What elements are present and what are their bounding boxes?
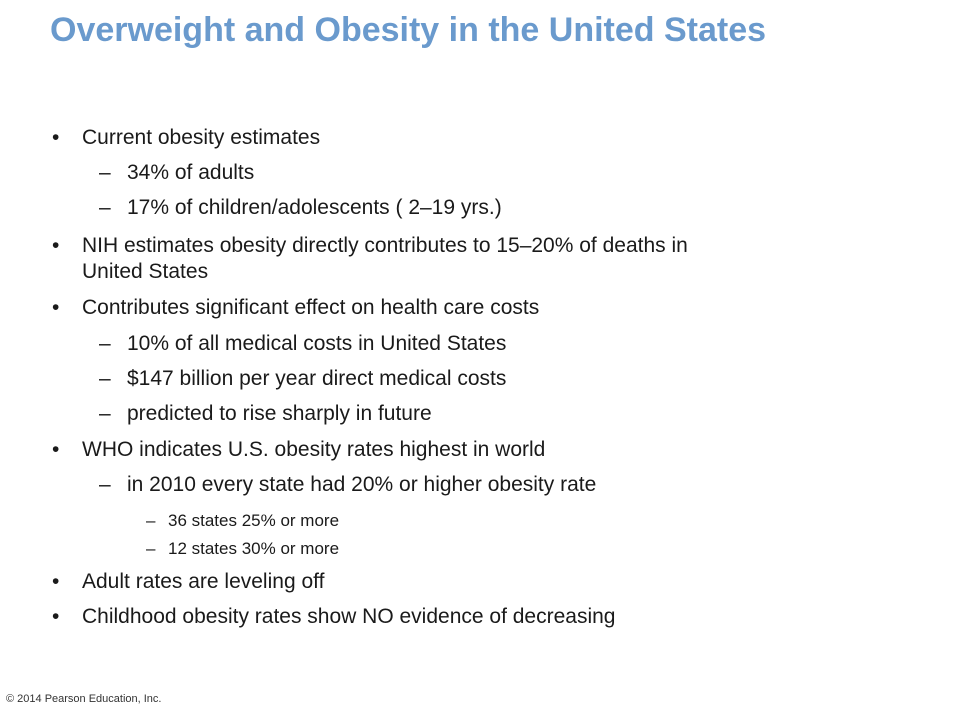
- bullet-marker: •: [52, 296, 60, 319]
- bullet-marker: •: [52, 605, 60, 628]
- bullet-item: • Contributes significant effect on healt…: [52, 295, 539, 321]
- bullet-marker: •: [52, 570, 60, 593]
- sub-bullet-item: –34% of adults: [99, 160, 254, 186]
- sub-bullet-text: $147 billion per year direct medical cos…: [127, 367, 507, 390]
- dash-marker: –: [99, 196, 111, 219]
- sub-bullet-text: 34% of adults: [127, 161, 255, 184]
- sub-bullet-item: –17% of children/adolescents ( 2–19 yrs.…: [99, 195, 502, 221]
- dash-marker: –: [146, 511, 156, 530]
- bullet-item: • WHO indicates U.S. obesity rates highes…: [52, 437, 545, 463]
- sub-sub-bullet-text: 12 states 30% or more: [168, 539, 340, 558]
- bullet-item: • Childhood obesity rates show NO evidenc…: [52, 604, 615, 630]
- bullet-item: • NIH estimates obesity directly contribu…: [52, 233, 688, 259]
- dash-marker: –: [99, 402, 111, 425]
- sub-bullet-item: – in 2010 every state had 20% or higher o…: [99, 472, 596, 498]
- bullet-marker: •: [52, 126, 60, 149]
- slide-title: Overweight and Obesity in the United Sta…: [50, 11, 767, 49]
- sub-bullet-item: – predicted to rise sharply in future: [99, 401, 432, 427]
- sub-sub-bullet-item: –12 states 30% or more: [146, 538, 339, 560]
- dash-marker: –: [99, 161, 111, 184]
- sub-bullet-item: – $147 billion per year direct medical co…: [99, 366, 506, 392]
- bullet-marker: •: [52, 438, 60, 461]
- bullet-text: Adult rates are leveling off: [82, 570, 325, 593]
- sub-bullet-text: in 2010 every state had 20% or higher ob…: [127, 473, 597, 496]
- dash-marker: –: [99, 332, 111, 355]
- sub-sub-bullet-item: –36 states 25% or more: [146, 510, 339, 532]
- bullet-text: Contributes significant effect on health…: [82, 296, 540, 319]
- sub-bullet-item: –10% of all medical costs in United Stat…: [99, 331, 506, 357]
- bullet-text: WHO indicates U.S. obesity rates highest…: [82, 438, 546, 461]
- bullet-item: • Current obesity estimates: [52, 125, 320, 151]
- sub-bullet-text: predicted to rise sharply in future: [127, 402, 432, 425]
- sub-sub-bullet-text: 36 states 25% or more: [168, 511, 340, 530]
- sub-bullet-text: 10% of all medical costs in United State…: [127, 332, 507, 355]
- bullet-text: Current obesity estimates: [82, 126, 321, 149]
- dash-marker: –: [99, 367, 111, 390]
- copyright-notice: © 2014 Pearson Education, Inc.: [6, 693, 162, 705]
- bullet-item: • Adult rates are leveling off: [52, 569, 324, 595]
- bullet-text: NIH estimates obesity directly contribut…: [82, 234, 688, 257]
- bullet-continuation: United States: [52, 259, 208, 285]
- dash-marker: –: [99, 473, 111, 496]
- bullet-text-continuation: United States: [82, 260, 209, 283]
- bullet-marker: •: [52, 234, 60, 257]
- bullet-text: Childhood obesity rates show NO evidence…: [82, 605, 616, 628]
- dash-marker: –: [146, 539, 156, 558]
- sub-bullet-text: 17% of children/adolescents ( 2–19 yrs.): [127, 196, 502, 219]
